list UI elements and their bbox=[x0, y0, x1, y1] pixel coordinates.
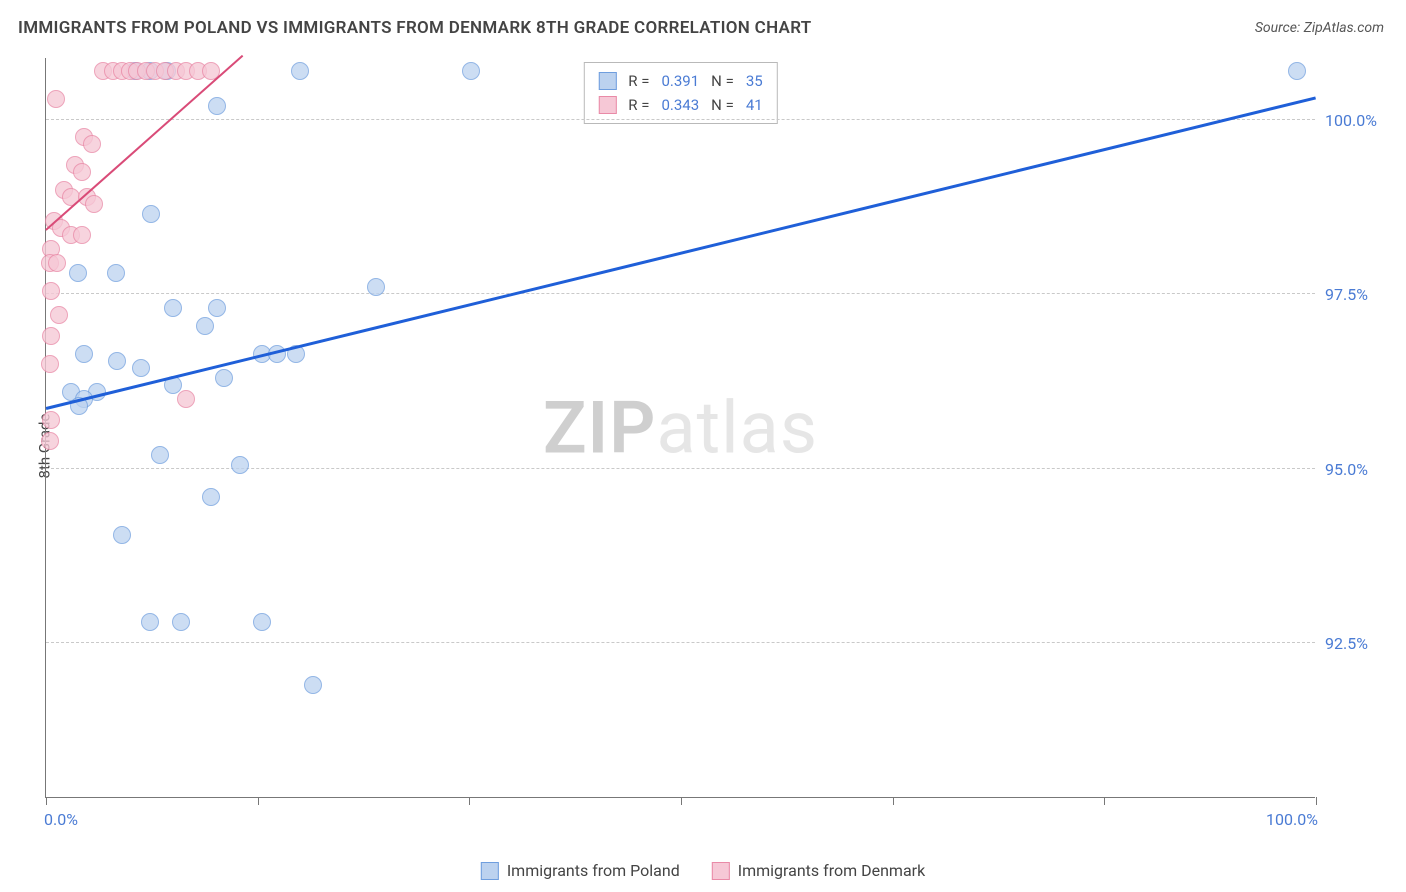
source-attribution: Source: ZipAtlas.com bbox=[1255, 20, 1384, 36]
x-tick bbox=[46, 797, 47, 805]
data-point bbox=[172, 613, 190, 631]
legend-n-label: N = bbox=[711, 93, 734, 117]
legend-swatch bbox=[712, 862, 730, 880]
legend-stats-box: R = 0.391 N = 35 R = 0.343 N = 41 bbox=[583, 62, 777, 124]
gridline bbox=[46, 642, 1315, 643]
data-point bbox=[83, 135, 101, 153]
x-tick bbox=[258, 797, 259, 805]
data-point bbox=[304, 676, 322, 694]
y-tick-label: 97.5% bbox=[1325, 285, 1395, 304]
legend-swatch bbox=[481, 862, 499, 880]
scatter-plot-area: ZIPatlas R =0.391N =35R =0.343N =41 92.5… bbox=[45, 58, 1315, 798]
legend-bottom: Immigrants from Poland Immigrants from De… bbox=[481, 861, 925, 880]
data-point bbox=[42, 327, 60, 345]
legend-n-value: 41 bbox=[746, 93, 763, 117]
data-point bbox=[253, 613, 271, 631]
data-point bbox=[69, 264, 87, 282]
legend-item: Immigrants from Poland bbox=[481, 861, 680, 880]
data-point bbox=[196, 317, 214, 335]
x-tick bbox=[681, 797, 682, 805]
legend-series-name: Immigrants from Denmark bbox=[738, 861, 925, 880]
data-point bbox=[367, 278, 385, 296]
data-point bbox=[462, 62, 480, 80]
legend-r-value: 0.343 bbox=[661, 93, 699, 117]
y-tick-label: 95.0% bbox=[1325, 460, 1395, 479]
data-point bbox=[1288, 62, 1306, 80]
legend-r-value: 0.391 bbox=[661, 69, 699, 93]
watermark: ZIPatlas bbox=[543, 385, 818, 470]
legend-series-name: Immigrants from Poland bbox=[507, 861, 680, 880]
data-point bbox=[291, 62, 309, 80]
data-point bbox=[108, 352, 126, 370]
data-point bbox=[202, 488, 220, 506]
x-tick bbox=[893, 797, 894, 805]
data-point bbox=[50, 306, 68, 324]
x-tick bbox=[1104, 797, 1105, 805]
data-point bbox=[142, 205, 160, 223]
gridline bbox=[46, 119, 1315, 120]
data-point bbox=[107, 264, 125, 282]
data-point bbox=[141, 613, 159, 631]
trend-line bbox=[45, 55, 243, 231]
data-point bbox=[208, 299, 226, 317]
data-point bbox=[85, 195, 103, 213]
legend-item: Immigrants from Denmark bbox=[712, 861, 925, 880]
x-tick bbox=[469, 797, 470, 805]
trend-line bbox=[46, 96, 1317, 409]
y-tick-label: 100.0% bbox=[1325, 111, 1395, 130]
data-point bbox=[41, 355, 59, 373]
data-point bbox=[208, 97, 226, 115]
legend-stats-row: R = 0.391 N = 35 bbox=[598, 69, 762, 93]
data-point bbox=[48, 254, 66, 272]
legend-swatch bbox=[598, 72, 616, 90]
watermark-atlas: atlas bbox=[656, 385, 818, 470]
x-tick bbox=[1316, 797, 1317, 805]
chart-title: IMMIGRANTS FROM POLAND VS IMMIGRANTS FRO… bbox=[18, 18, 812, 38]
watermark-zip: ZIP bbox=[543, 385, 656, 470]
data-point bbox=[73, 163, 91, 181]
data-point bbox=[42, 282, 60, 300]
data-point bbox=[47, 90, 65, 108]
legend-r-label: R = bbox=[628, 69, 649, 93]
data-point bbox=[41, 432, 59, 450]
source-name: ZipAtlas.com bbox=[1304, 20, 1384, 36]
data-point bbox=[113, 526, 131, 544]
data-point bbox=[73, 226, 91, 244]
data-point bbox=[151, 446, 169, 464]
legend-swatch bbox=[598, 96, 616, 114]
data-point bbox=[164, 299, 182, 317]
data-point bbox=[215, 369, 233, 387]
legend-n-value: 35 bbox=[746, 69, 763, 93]
x-tick-label: 0.0% bbox=[44, 810, 78, 829]
data-point bbox=[75, 345, 93, 363]
y-tick-label: 92.5% bbox=[1325, 634, 1395, 653]
data-point bbox=[177, 390, 195, 408]
data-point bbox=[42, 411, 60, 429]
data-point bbox=[132, 359, 150, 377]
legend-stats-row: R = 0.343 N = 41 bbox=[598, 93, 762, 117]
source-label: Source: bbox=[1255, 20, 1304, 36]
data-point bbox=[231, 456, 249, 474]
legend-r-label: R = bbox=[628, 93, 649, 117]
gridline bbox=[46, 293, 1315, 294]
x-tick-label: 100.0% bbox=[1266, 810, 1318, 829]
legend-n-label: N = bbox=[711, 69, 734, 93]
